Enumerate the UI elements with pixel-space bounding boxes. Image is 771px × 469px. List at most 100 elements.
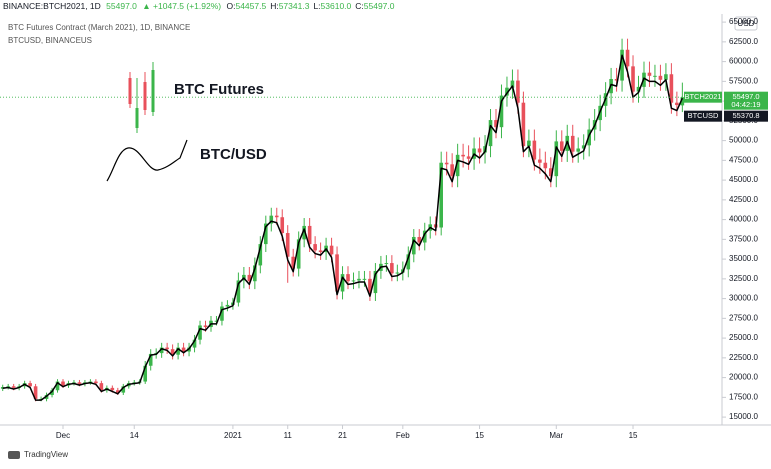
- candle-body: [203, 325, 208, 328]
- candle-body: [55, 381, 60, 391]
- price-flag-name-text: BTCH2021: [684, 92, 721, 101]
- candle-body: [11, 386, 16, 388]
- y-tick-label: 45000.0: [729, 175, 758, 184]
- ohlc-key: L:: [313, 1, 321, 11]
- candle-body: [505, 87, 509, 96]
- x-tick-label: Mar: [549, 431, 563, 440]
- y-tick-label: 15000.0: [729, 412, 758, 421]
- candle-body: [247, 274, 252, 282]
- price-flag: [724, 110, 768, 122]
- candle-body: [170, 349, 175, 355]
- candle-body: [61, 381, 65, 386]
- candle-body: [444, 162, 449, 165]
- candle-body: [335, 254, 339, 292]
- y-tick-label: 37500.0: [729, 234, 758, 243]
- candle-body: [346, 274, 350, 282]
- price-flag: [724, 91, 768, 110]
- candle-body: [143, 365, 148, 382]
- candle-body: [329, 245, 334, 255]
- candle-body: [636, 86, 641, 92]
- x-tick-label: 14: [130, 431, 139, 440]
- candle-body: [406, 254, 411, 270]
- legend-label: BTC/USD: [200, 146, 267, 163]
- price-flag-text: 55497.0: [732, 92, 759, 101]
- candle-body: [116, 390, 120, 393]
- candle-body: [258, 244, 263, 266]
- y-tick-label: 17500.0: [729, 392, 758, 401]
- candle-body: [28, 383, 32, 387]
- header: BINANCE:BTCH2021, 1D 55497.0 ▲ +1047.5 (…: [3, 1, 402, 11]
- candle-body: [581, 145, 586, 149]
- candle-body: [576, 148, 581, 152]
- ohlc-value: 55497.0: [363, 1, 395, 11]
- y-tick-label: 32500.0: [729, 274, 758, 283]
- candle-body: [658, 75, 663, 80]
- candle-body: [494, 120, 498, 128]
- candle-body: [181, 347, 186, 352]
- candle-body: [587, 129, 591, 146]
- candle-body: [192, 339, 197, 348]
- candle-body: [121, 386, 126, 393]
- candle-body: [570, 135, 575, 152]
- candle-body: [422, 230, 427, 243]
- y-tick-label: 42500.0: [729, 195, 758, 204]
- candle-body: [510, 80, 515, 88]
- y-tick-label: 20000.0: [729, 373, 758, 382]
- y-tick-label: 30000.0: [729, 294, 758, 303]
- y-tick-label: 47500.0: [729, 155, 758, 164]
- candle-body: [274, 215, 279, 218]
- ohlc-value: 53610.0: [320, 1, 352, 11]
- ohlc-key: H:: [270, 1, 279, 11]
- candle-body: [559, 141, 564, 151]
- x-tick-label: 21: [338, 431, 347, 440]
- candle-body: [664, 74, 668, 80]
- y-tick-label: 60000.0: [729, 57, 758, 66]
- candle-body: [340, 274, 345, 292]
- candle-body: [450, 164, 454, 177]
- candle-body: [620, 49, 624, 81]
- candle-body: [165, 347, 169, 350]
- price-flag-text: 55370.8: [732, 111, 759, 120]
- candle-body: [296, 239, 301, 269]
- candle-body: [614, 78, 619, 81]
- price-flag-name: [684, 91, 722, 103]
- legend-candle-icon: [128, 62, 155, 133]
- y-tick-label: 50000.0: [729, 136, 758, 145]
- x-tick-label: 15: [475, 431, 484, 440]
- change: ▲ +1047.5 (+1.92%): [142, 1, 222, 11]
- legend-label: BTC Futures: [174, 81, 264, 98]
- x-tick-label: 11: [284, 431, 293, 440]
- y-tick-label: 35000.0: [729, 254, 758, 263]
- candle-body: [318, 250, 323, 252]
- candle-body: [236, 280, 241, 303]
- candle-body: [395, 272, 400, 274]
- ohlc-key: C:: [355, 1, 364, 11]
- candle-body: [368, 278, 372, 294]
- candle-body: [33, 386, 38, 399]
- candle-body: [521, 102, 526, 147]
- candle-body: [214, 320, 219, 322]
- y-tick-label: 65000.0: [729, 17, 758, 26]
- candle-body: [554, 141, 559, 177]
- candle-body: [198, 325, 202, 340]
- candle-body: [313, 244, 317, 251]
- ohlc: O:54457.5 H:57341.3 L:53610.0 C:55497.0: [226, 1, 398, 11]
- chart-subtitle: BTCUSD, BINANCEUS: [8, 36, 93, 45]
- candle-body: [653, 75, 657, 77]
- symbol: BINANCE:BTCH2021, 1D: [3, 1, 101, 11]
- x-tick-label: 2021: [224, 431, 242, 440]
- currency-label: USD: [738, 19, 755, 28]
- candle-body: [549, 168, 553, 177]
- x-tick-label: 15: [629, 431, 638, 440]
- x-tick-label: Feb: [396, 431, 410, 440]
- y-tick-label: 57500.0: [729, 76, 758, 85]
- candle-body: [362, 278, 367, 280]
- candle-body: [680, 97, 685, 106]
- y-tick-label: 22500.0: [729, 353, 758, 362]
- candle-body: [263, 223, 268, 245]
- candle-body: [94, 381, 98, 384]
- candle-body: [516, 80, 520, 103]
- candle-body: [225, 304, 230, 307]
- candle-body: [647, 72, 652, 76]
